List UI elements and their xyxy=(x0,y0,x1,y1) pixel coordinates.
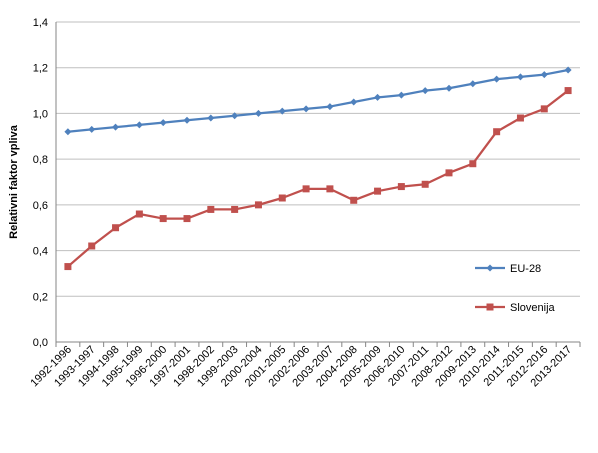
y-tick-label: 0,2 xyxy=(33,291,48,303)
data-point xyxy=(397,91,405,99)
legend-swatch-marker xyxy=(486,303,494,311)
data-point xyxy=(207,114,215,122)
y-tick-label: 0,8 xyxy=(33,154,48,166)
data-point xyxy=(516,73,524,81)
data-point xyxy=(112,123,120,131)
data-point xyxy=(112,224,120,232)
data-point xyxy=(88,242,96,250)
data-point xyxy=(231,205,239,213)
data-point xyxy=(469,80,477,88)
data-point xyxy=(159,215,167,223)
y-tick-label: 1,4 xyxy=(33,17,48,29)
series-group xyxy=(64,66,572,271)
data-point xyxy=(254,201,262,209)
data-point xyxy=(159,119,167,127)
data-point xyxy=(302,105,310,113)
data-point xyxy=(469,160,477,168)
data-point xyxy=(207,205,215,213)
data-point xyxy=(493,128,501,136)
data-point xyxy=(231,112,239,120)
legend-label: EU-28 xyxy=(510,263,541,275)
gridlines xyxy=(56,21,580,297)
data-point xyxy=(540,105,548,113)
data-point xyxy=(326,103,334,111)
data-point xyxy=(445,84,453,92)
data-point xyxy=(540,71,548,79)
y-tick-labels: 0,0 0,2 0,4 0,6 0,8 1,0 1,2 1,4 xyxy=(33,17,48,349)
data-point xyxy=(350,196,358,204)
data-point xyxy=(302,185,310,193)
y-tick-label: 1,0 xyxy=(33,108,48,120)
series-line xyxy=(67,89,569,268)
data-point xyxy=(183,215,191,223)
data-point xyxy=(278,107,286,115)
legend-swatch-marker xyxy=(486,264,494,272)
data-point xyxy=(64,263,72,271)
data-point xyxy=(278,194,286,202)
data-point xyxy=(350,98,358,106)
y-axis-title: Relativni faktor vpliva xyxy=(8,124,20,239)
series-line xyxy=(67,68,569,133)
y-tick-label: 0,0 xyxy=(33,337,48,349)
data-point xyxy=(135,210,143,218)
y-tick-label: 0,4 xyxy=(33,246,48,258)
data-point xyxy=(183,116,191,124)
data-point xyxy=(374,187,382,195)
legend: EU-28 Slovenija xyxy=(475,263,556,314)
data-point xyxy=(374,93,382,101)
data-point xyxy=(254,109,262,117)
data-point xyxy=(135,121,143,129)
data-point xyxy=(421,180,429,188)
y-tick-label: 1,2 xyxy=(33,63,48,75)
data-point xyxy=(64,128,72,136)
data-point xyxy=(516,114,524,122)
data-point xyxy=(326,185,334,193)
data-point xyxy=(564,87,572,95)
axes xyxy=(55,22,581,347)
data-point xyxy=(397,183,405,191)
data-point xyxy=(564,66,572,74)
y-tick-label: 0,6 xyxy=(33,200,48,212)
data-point xyxy=(421,87,429,95)
legend-label: Slovenija xyxy=(510,302,556,314)
data-point xyxy=(445,169,453,177)
x-tick-labels: 1992-19961993-19971994-19981995-19991996… xyxy=(28,344,574,390)
data-point xyxy=(88,125,96,133)
data-point xyxy=(493,75,501,83)
